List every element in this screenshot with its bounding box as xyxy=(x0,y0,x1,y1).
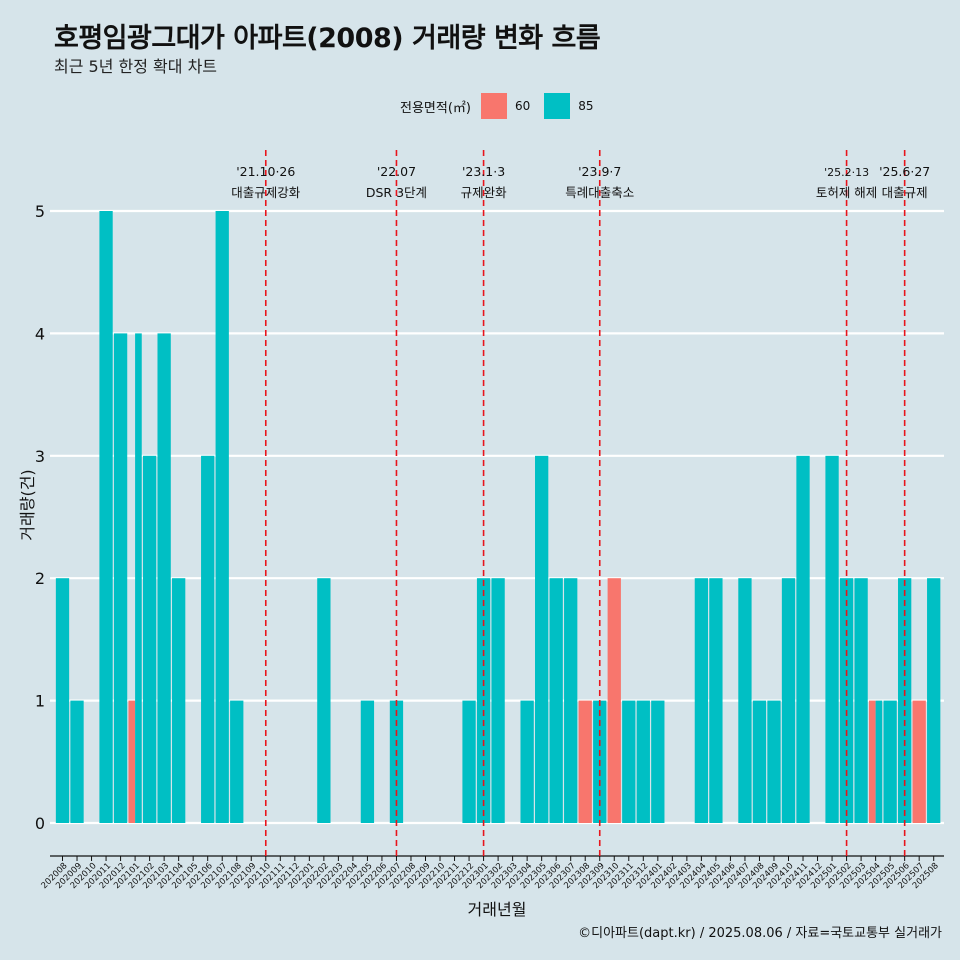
bar-85-202106 xyxy=(201,455,215,823)
bar-85-202503 xyxy=(854,578,868,823)
bar-85-202401 xyxy=(651,700,665,823)
event-label-3: 특례대출축소 xyxy=(565,185,634,200)
y-axis-title: 거래량(건) xyxy=(18,469,37,540)
bar-85-202009 xyxy=(70,700,84,823)
legend-label-60: 60 xyxy=(514,99,531,113)
bar-85-202306 xyxy=(549,578,563,823)
bar-85-202508 xyxy=(927,578,941,823)
chart-title: 호평임광그대가 아파트(2008) 거래량 변화 흐름 xyxy=(54,23,601,54)
y-tick-label: 2 xyxy=(35,569,45,588)
bar-85-202501 xyxy=(825,455,839,823)
bar-60-202310 xyxy=(607,578,621,823)
event-date-3: '23.9·7 xyxy=(578,164,621,179)
bar-85-202205 xyxy=(360,700,375,823)
bar-85-202302 xyxy=(491,578,505,823)
bar-85-202101 xyxy=(135,333,142,823)
event-label-5: 대출규제 xyxy=(882,185,928,200)
event-date-1: '22.07 xyxy=(377,164,416,179)
y-tick-label: 1 xyxy=(35,692,45,711)
event-date-5: '25.6·27 xyxy=(879,164,930,179)
legend-key-60 xyxy=(480,93,507,119)
bar-85-202212 xyxy=(462,700,476,823)
bar-85-202410 xyxy=(781,578,796,823)
y-tick-label: 5 xyxy=(35,202,45,221)
bar-85-202405 xyxy=(709,578,723,823)
bar-85-202311 xyxy=(622,700,636,823)
bar-60-202308 xyxy=(578,700,592,823)
event-label-0: 대출규제강화 xyxy=(231,185,301,200)
event-date-2: '23.1·3 xyxy=(462,164,505,179)
y-tick-label: 4 xyxy=(35,324,45,343)
x-axis-title: 거래년월 xyxy=(468,900,527,919)
bar-85-202008 xyxy=(55,578,70,823)
source-caption: ©디아파트(dapt.kr) / 2025.08.06 / 자료=국토교통부 실… xyxy=(578,926,942,941)
legend-key-85 xyxy=(544,93,571,119)
bar-85-202103 xyxy=(157,333,171,823)
bar-85-202411 xyxy=(796,455,810,823)
event-label-4: 토허제 해제 xyxy=(816,185,877,200)
y-tick-label: 3 xyxy=(35,447,45,466)
bar-85-202104 xyxy=(172,578,186,823)
bar-85-202409 xyxy=(767,700,781,823)
bar-85-202307 xyxy=(564,578,578,823)
bar-85-202505 xyxy=(883,700,897,823)
bar-85-202107 xyxy=(215,211,229,823)
bar-85-202504 xyxy=(875,700,883,823)
event-date-4: '25.2·13 xyxy=(824,166,869,179)
event-label-1: DSR 3단계 xyxy=(366,185,427,200)
bar-85-202202 xyxy=(317,578,331,823)
event-label-2: 규제완화 xyxy=(461,185,508,200)
bar-85-202011 xyxy=(99,211,113,823)
bar-85-202304 xyxy=(520,700,534,823)
bar-85-202407 xyxy=(738,578,752,823)
chart-subtitle: 최근 5년 한정 확대 차트 xyxy=(54,57,218,76)
event-date-0: '21.10·26 xyxy=(236,164,295,179)
y-tick-label: 0 xyxy=(35,814,45,833)
legend-label-85: 85 xyxy=(578,99,594,113)
legend-title: 전용면적(㎡) xyxy=(400,100,471,116)
bar-60-202504 xyxy=(868,700,876,823)
bar-85-202305 xyxy=(535,455,549,823)
bar-60-202101 xyxy=(128,700,136,823)
legend: 전용면적(㎡) 60 85 xyxy=(400,93,608,119)
bar-85-202102 xyxy=(142,455,157,823)
bar-60-202507 xyxy=(912,700,926,823)
bar-85-202404 xyxy=(694,578,709,823)
bar-85-202408 xyxy=(752,700,767,823)
bar-85-202012 xyxy=(113,333,128,823)
bar-85-202312 xyxy=(636,700,650,823)
bar-85-202108 xyxy=(230,700,244,823)
